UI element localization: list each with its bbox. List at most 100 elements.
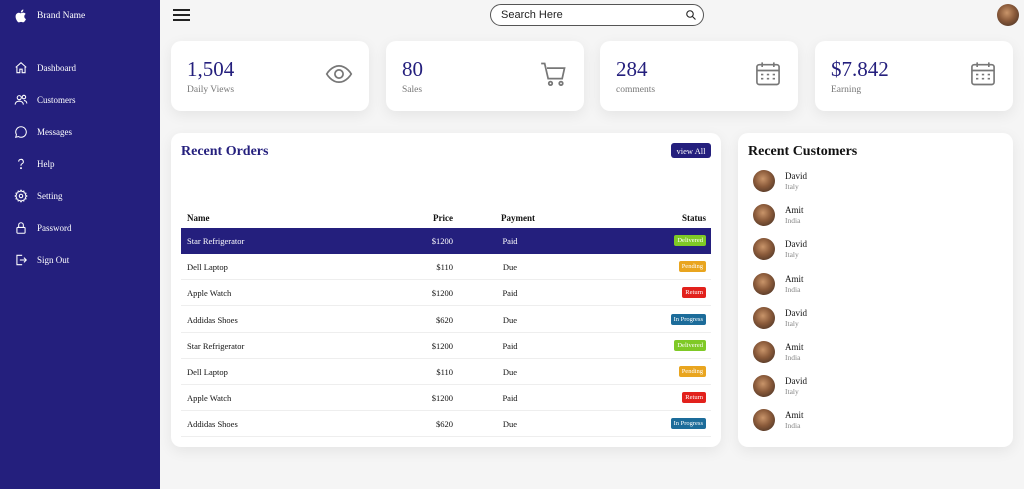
stat-value: 80 xyxy=(402,57,423,81)
lock-icon xyxy=(16,222,26,234)
brand[interactable]: Brand Name xyxy=(14,8,85,24)
status-badge: Return xyxy=(682,287,706,299)
stat-card-sales[interactable]: 80 Sales xyxy=(386,41,584,111)
search-box xyxy=(490,4,704,26)
order-price: $110 xyxy=(436,367,453,377)
table-row[interactable]: Dell Laptop $110 Due Pending xyxy=(181,254,711,281)
customer-item[interactable]: David Italy xyxy=(753,238,993,262)
brand-name: Brand Name xyxy=(37,11,86,21)
table-row[interactable]: Star Refrigerator $1200 Paid Delivered xyxy=(181,228,711,254)
table-row[interactable]: Apple Watch $1200 Paid Return xyxy=(181,280,711,307)
customer-name: Amit xyxy=(785,273,804,284)
order-payment-label: Paid xyxy=(502,340,518,351)
order-payment-label: Due xyxy=(502,314,518,325)
column-header-name: Name xyxy=(187,213,210,223)
order-payment: Due xyxy=(503,419,517,429)
stat-card-earning[interactable]: $7.842 Earning xyxy=(815,41,1013,111)
sidebar-item-dashboard[interactable]: Dashboard xyxy=(14,59,76,77)
sidebar-item-setting[interactable]: Setting xyxy=(14,187,63,205)
customer-location: Italy xyxy=(785,182,799,191)
customer-name: David xyxy=(785,376,807,387)
stat-card-comments[interactable]: 284 comments xyxy=(600,41,798,111)
stat-value: 1,504 xyxy=(187,57,235,81)
people-icon xyxy=(14,94,28,105)
status-badge: Return xyxy=(682,392,706,404)
table-row[interactable]: Star Refrigerator $1200 Paid Delivered xyxy=(181,333,711,359)
order-payment: Due xyxy=(503,262,517,272)
order-name: Addidas Shoes xyxy=(187,314,238,325)
recent-customers-panel: Recent Customers David Italy Amit India Davi… xyxy=(738,133,1013,447)
order-payment-label: Due xyxy=(502,262,518,273)
column-header-price: Price xyxy=(433,213,453,223)
menu-toggle-button[interactable] xyxy=(173,9,190,21)
order-payment: Paid xyxy=(502,236,517,246)
order-name: Star Refrigerator xyxy=(187,236,245,246)
sidebar-item-sign-out[interactable]: Sign Out xyxy=(14,251,69,269)
customer-item[interactable]: Amit India xyxy=(753,272,993,297)
customer-item[interactable]: Amit India xyxy=(753,409,993,433)
sidebar-item-help[interactable]: Help xyxy=(14,155,55,173)
sidebar-item-messages[interactable]: Messages xyxy=(14,123,72,141)
customer-avatar xyxy=(753,409,775,432)
stat-label: comments xyxy=(616,85,656,95)
sidebar-item-label: Dashboard xyxy=(37,63,76,73)
customer-item[interactable]: Amit India xyxy=(753,204,993,228)
sidebar-item-label: Help xyxy=(37,159,55,169)
eye-icon xyxy=(325,64,353,84)
stat-card-daily-views[interactable]: 1,504 Daily Views xyxy=(171,41,369,111)
customer-location: Italy xyxy=(785,318,799,328)
customer-avatar xyxy=(753,306,775,329)
user-avatar[interactable] xyxy=(997,4,1019,26)
order-price: $1200 xyxy=(431,340,453,351)
view-all-button[interactable]: view All xyxy=(671,143,711,158)
order-payment-label: Paid xyxy=(502,236,518,246)
customer-name: Amit xyxy=(785,342,804,352)
customer-location: Italy xyxy=(785,250,799,260)
order-payment-label: Paid xyxy=(502,288,518,299)
calendar-icon xyxy=(756,62,780,86)
table-row[interactable]: Addidas Shoes $620 Due In Progress xyxy=(181,411,711,438)
order-payment: Due xyxy=(503,315,517,325)
customer-name: David xyxy=(785,307,807,318)
question-icon xyxy=(18,158,24,170)
order-name: Apple Watch xyxy=(187,393,232,404)
table-row[interactable]: Dell Laptop $110 Due Pending xyxy=(181,359,711,385)
order-payment-label: Paid xyxy=(502,393,518,404)
order-payment-label: Due xyxy=(502,367,518,377)
customer-item[interactable]: Amit India xyxy=(753,341,993,365)
sidebar-item-password[interactable]: Password xyxy=(14,219,72,237)
customer-location: India xyxy=(785,284,801,294)
order-payment: Paid xyxy=(502,288,517,298)
stat-label: Earning xyxy=(831,85,862,95)
customer-location: India xyxy=(785,216,801,226)
column-header-payment: Payment xyxy=(501,213,535,223)
order-price: $110 xyxy=(436,262,453,273)
table-row[interactable]: Apple Watch $1200 Paid Return xyxy=(181,385,711,412)
customer-item[interactable]: David Italy xyxy=(753,306,993,331)
sidebar: Brand Name Dashboard Customers Messages … xyxy=(0,0,160,489)
customer-item[interactable]: David Italy xyxy=(753,375,993,399)
sidebar-item-customers[interactable]: Customers xyxy=(14,91,76,109)
order-name: Dell Laptop xyxy=(187,262,228,273)
search-icon[interactable] xyxy=(685,9,697,21)
customer-avatar xyxy=(753,238,775,261)
order-price: $620 xyxy=(436,419,453,430)
table-row[interactable]: Addidas Shoes $620 Due In Progress xyxy=(181,307,711,333)
order-name: Dell Laptop xyxy=(187,367,228,377)
order-name: Apple Watch xyxy=(187,288,232,299)
customer-avatar xyxy=(753,170,775,192)
customer-location: Italy xyxy=(785,387,799,397)
status-badge: Pending xyxy=(678,261,706,273)
customer-name: Amit xyxy=(785,410,804,421)
sidebar-item-label: Customers xyxy=(37,95,76,105)
column-header-status: Status xyxy=(682,213,707,223)
hamburger-icon-bar xyxy=(173,19,190,21)
sidebar-item-label: Messages xyxy=(37,127,72,137)
search-input[interactable] xyxy=(501,7,681,23)
status-badge: Pending xyxy=(678,366,706,377)
status-badge: In Progress xyxy=(670,313,706,325)
order-price: $1200 xyxy=(431,288,453,299)
order-name: Star Refrigerator xyxy=(187,340,245,351)
apple-icon xyxy=(15,9,26,23)
customer-item[interactable]: David Italy xyxy=(753,170,993,194)
